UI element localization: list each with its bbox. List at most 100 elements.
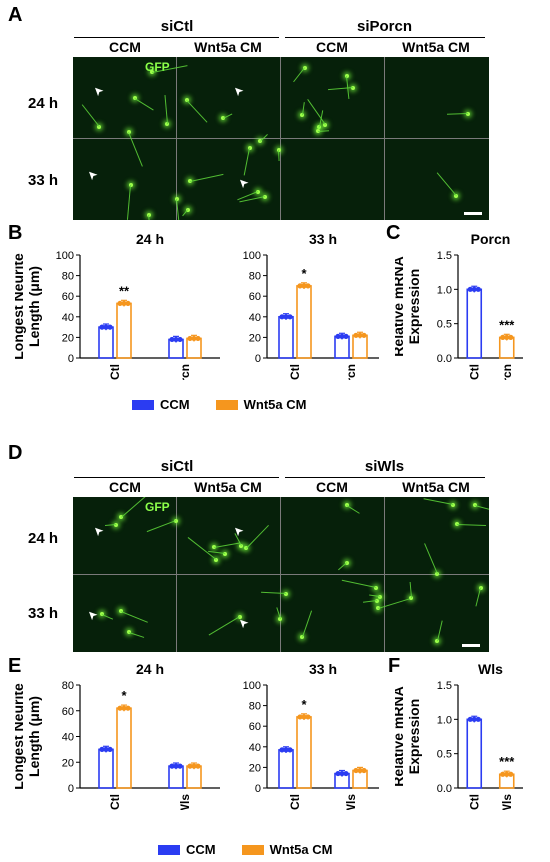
data-point	[305, 283, 311, 289]
y-tick-label: 1.5	[437, 680, 452, 692]
data-point	[191, 763, 197, 769]
data-point	[117, 300, 123, 307]
y-axis-label: Relative mRNA	[395, 256, 406, 356]
neuron-soma	[186, 208, 191, 213]
data-point	[195, 335, 201, 342]
col-label-wnt5a: Wnt5a CM	[194, 479, 262, 495]
neurite	[81, 104, 101, 128]
chart-b-33h: 33 h 0 20 40 60 80 100 * siCtl siPorcn	[243, 231, 379, 380]
data-point	[191, 335, 197, 342]
data-point	[125, 300, 131, 307]
y-tick-label: 60	[249, 721, 261, 733]
chart-title: Wls	[478, 661, 503, 677]
group-label-sictl: siCtl	[160, 18, 194, 35]
bar	[352, 334, 368, 359]
neurite	[338, 562, 348, 571]
legend-swatch-wnt5a	[215, 399, 238, 410]
neuron-soma	[450, 503, 455, 508]
bar	[98, 326, 114, 359]
group-line-right	[285, 37, 485, 38]
legend-swatch-ccm	[132, 399, 154, 410]
data-point	[508, 771, 514, 777]
neurite	[246, 525, 269, 549]
neurite	[475, 587, 482, 607]
neuron-soma	[479, 586, 484, 591]
neurite	[346, 505, 360, 515]
neuron-soma	[256, 190, 261, 195]
x-tick-label: siWls	[178, 794, 192, 810]
neurite	[182, 209, 189, 217]
y-tick-label: 80	[249, 701, 261, 713]
x-tick-label: siCtl	[108, 364, 122, 380]
neurite	[436, 171, 458, 196]
data-point	[99, 324, 105, 330]
neuron-soma	[465, 111, 470, 116]
y-tick-label: 60	[62, 291, 74, 303]
data-point	[504, 334, 510, 340]
data-point	[283, 314, 289, 320]
neurite	[475, 505, 489, 515]
chart-title: 33 h	[309, 661, 337, 677]
data-point	[287, 314, 293, 320]
data-point	[107, 746, 113, 752]
tile-divider	[73, 138, 489, 139]
neuron-soma	[345, 560, 350, 565]
y-axis-label: Longest Neurite	[15, 683, 26, 790]
data-point	[357, 332, 363, 338]
y-tick-label: 20	[62, 332, 74, 344]
neuron-soma	[248, 146, 253, 151]
row-label-33h: 33 h	[28, 172, 59, 189]
neuron-soma	[147, 212, 152, 217]
chart-title: Porcn	[471, 231, 511, 247]
neuron-soma	[128, 183, 133, 188]
data-point	[301, 283, 307, 289]
neuron-soma	[278, 617, 283, 622]
data-point	[467, 286, 473, 292]
data-point	[177, 763, 183, 769]
neuron-soma	[374, 585, 379, 590]
neurite	[301, 609, 312, 637]
group-line-left	[74, 37, 279, 38]
neurite	[457, 524, 487, 527]
data-point	[125, 705, 131, 711]
data-point	[283, 747, 289, 753]
neurite	[186, 100, 208, 124]
legend-bottom: CCM Wnt5a CM	[158, 842, 332, 857]
neurite	[423, 498, 453, 506]
col-label-ccm: CCM	[109, 479, 141, 495]
data-point	[361, 332, 367, 338]
data-point	[173, 336, 179, 343]
bar	[296, 285, 312, 359]
y-tick-label: 100	[243, 250, 261, 262]
data-point	[343, 333, 349, 339]
neurite	[446, 112, 468, 115]
neurite	[437, 620, 444, 642]
legend-swatch-wnt5a	[241, 844, 264, 855]
data-point	[471, 286, 477, 292]
panel-letter-f: F	[388, 655, 401, 677]
y-tick-label: 60	[249, 291, 261, 303]
y-tick-label: 1.5	[437, 250, 452, 262]
y-tick-label: 40	[249, 742, 261, 754]
neuron-soma	[375, 599, 380, 604]
col-label-ccm: CCM	[316, 39, 348, 55]
neuron-soma	[454, 193, 459, 198]
legend-top: CCM Wnt5a CM	[132, 397, 306, 412]
col-label-ccm: CCM	[316, 479, 348, 495]
panel-letter-a: A	[8, 4, 23, 26]
neuron-soma	[239, 544, 244, 549]
y-tick-label: 0	[255, 783, 261, 795]
y-tick-label: 100	[56, 250, 74, 262]
data-point	[99, 746, 105, 752]
neurite	[120, 611, 148, 624]
bar	[334, 335, 350, 359]
x-tick-label: siWls	[344, 794, 358, 810]
col-label-wnt5a: Wnt5a CM	[402, 479, 470, 495]
neurite	[377, 598, 410, 610]
y-axis-label: Longest Neurite	[15, 253, 26, 360]
data-point	[117, 705, 123, 711]
group-label-sictl: siCtl	[160, 458, 194, 475]
bar	[116, 707, 132, 789]
y-tick-label: 100	[243, 680, 261, 692]
chart-e-24h: 24 h Longest Neurite Length (μm) 0 20 40 60 80 *…	[15, 661, 220, 810]
